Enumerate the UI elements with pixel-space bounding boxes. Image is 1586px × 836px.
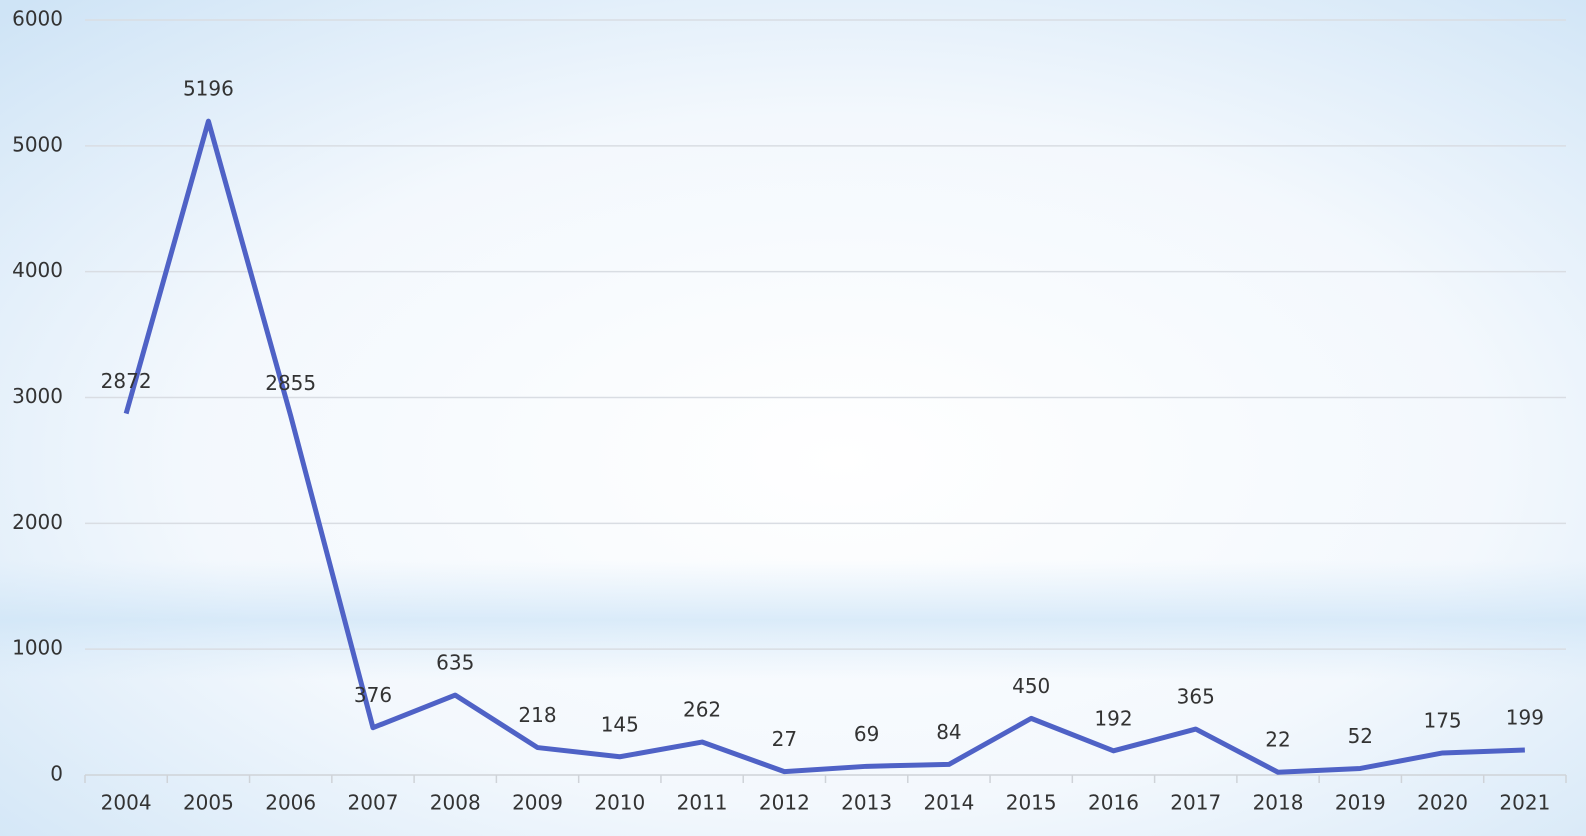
line — [123, 118, 1525, 775]
x-tick-label: 2004 — [101, 791, 152, 815]
x-tick-label: 2021 — [1499, 791, 1550, 815]
x-tick-label: 2015 — [1006, 791, 1057, 815]
data-label: 218 — [518, 703, 556, 727]
x-tick-label: 2017 — [1170, 791, 1221, 815]
y-tick-label: 6000 — [12, 7, 63, 31]
y-tick-label: 2000 — [12, 510, 63, 534]
x-tick-label: 2014 — [923, 791, 974, 815]
data-label: 22 — [1265, 728, 1290, 752]
y-tick-label: 4000 — [12, 258, 63, 282]
data-label: 27 — [772, 727, 797, 751]
data-label: 199 — [1506, 705, 1544, 729]
data-label: 376 — [354, 683, 392, 707]
data-label: 365 — [1177, 685, 1215, 709]
x-tick-label: 2020 — [1417, 791, 1468, 815]
x-tick-label: 2016 — [1088, 791, 1139, 815]
data-label: 192 — [1094, 706, 1132, 730]
data-label: 635 — [436, 651, 474, 675]
data-label: 262 — [683, 698, 721, 722]
x-tick-label: 2005 — [183, 791, 234, 815]
x-tick-label: 2006 — [265, 791, 316, 815]
background-band — [0, 560, 1586, 680]
data-label: 84 — [936, 720, 961, 744]
x-tick-label: 2008 — [430, 791, 481, 815]
data-label: 2872 — [101, 369, 152, 393]
data-label: 450 — [1012, 674, 1050, 698]
x-tick-label: 2018 — [1253, 791, 1304, 815]
x-tick-label: 2010 — [594, 791, 645, 815]
data-label: 52 — [1348, 724, 1373, 748]
y-tick-label: 0 — [50, 762, 63, 786]
y-tick-label: 5000 — [12, 132, 63, 156]
x-tick-label: 2011 — [677, 791, 728, 815]
data-label: 2855 — [265, 371, 316, 395]
x-tick-label: 2007 — [348, 791, 399, 815]
x-tick-label: 2019 — [1335, 791, 1386, 815]
data-label: 145 — [601, 712, 639, 736]
data-label: 69 — [854, 722, 879, 746]
x-tick-label: 2013 — [841, 791, 892, 815]
x-tick-label: 2009 — [512, 791, 563, 815]
data-label: 175 — [1423, 708, 1461, 732]
data-label: 5196 — [183, 77, 234, 101]
y-tick-label: 3000 — [12, 384, 63, 408]
y-tick-label: 1000 — [12, 636, 63, 660]
x-tick-label: 2012 — [759, 791, 810, 815]
